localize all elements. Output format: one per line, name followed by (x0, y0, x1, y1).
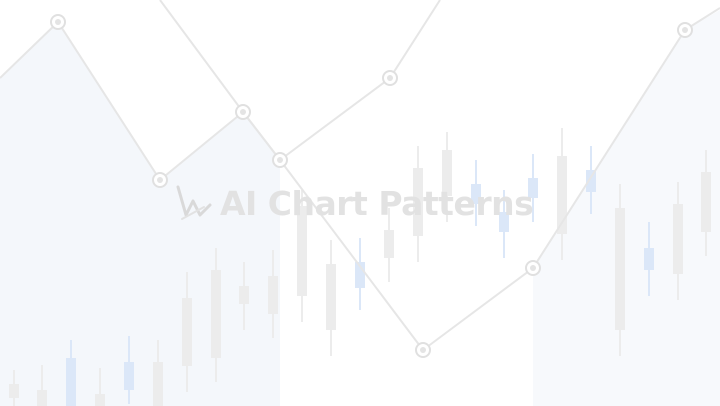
brand-name: AI Chart Patterns (220, 183, 534, 223)
candle-body (442, 150, 452, 196)
area-fill-left (0, 22, 280, 406)
pattern-line-upper (159, 0, 441, 162)
candle-body (528, 178, 538, 198)
zigzag-chart-logo-icon (176, 185, 212, 220)
candle-body (268, 276, 278, 314)
candle-body (557, 156, 567, 234)
candle-body (124, 362, 134, 390)
candle-body (9, 384, 19, 398)
pattern-line-right (422, 7, 720, 351)
candle-body (355, 262, 365, 288)
candle-body (644, 248, 654, 270)
candle-body (182, 298, 192, 366)
candle-body (326, 264, 336, 330)
pivot-center (387, 75, 393, 81)
pivot-center (530, 265, 536, 271)
candle-body (615, 208, 625, 330)
area-fill-right (533, 10, 720, 406)
candle-body (384, 230, 394, 258)
candle-body (701, 172, 711, 232)
candle-body (95, 394, 105, 406)
pivot-center (55, 19, 61, 25)
candle-body (239, 286, 249, 304)
pivot-center (420, 347, 426, 353)
pivot-center (682, 27, 688, 33)
candle-body (413, 168, 423, 236)
candle-body (673, 204, 683, 274)
pivot-marker-centers (55, 19, 688, 353)
candle-body (66, 358, 76, 406)
pivot-center (240, 109, 246, 115)
candle-body (586, 170, 596, 192)
candle-body (211, 270, 221, 358)
brand-logo: AI Chart Patterns (174, 180, 534, 226)
pattern-line-down (279, 159, 424, 351)
candle-body (153, 362, 163, 406)
candle-body (471, 184, 481, 204)
candle-body (37, 390, 47, 406)
candle-body (297, 206, 307, 296)
pivot-center (157, 177, 163, 183)
candle-body (499, 212, 509, 232)
pivot-center (277, 157, 283, 163)
candlestick-group (9, 128, 711, 406)
